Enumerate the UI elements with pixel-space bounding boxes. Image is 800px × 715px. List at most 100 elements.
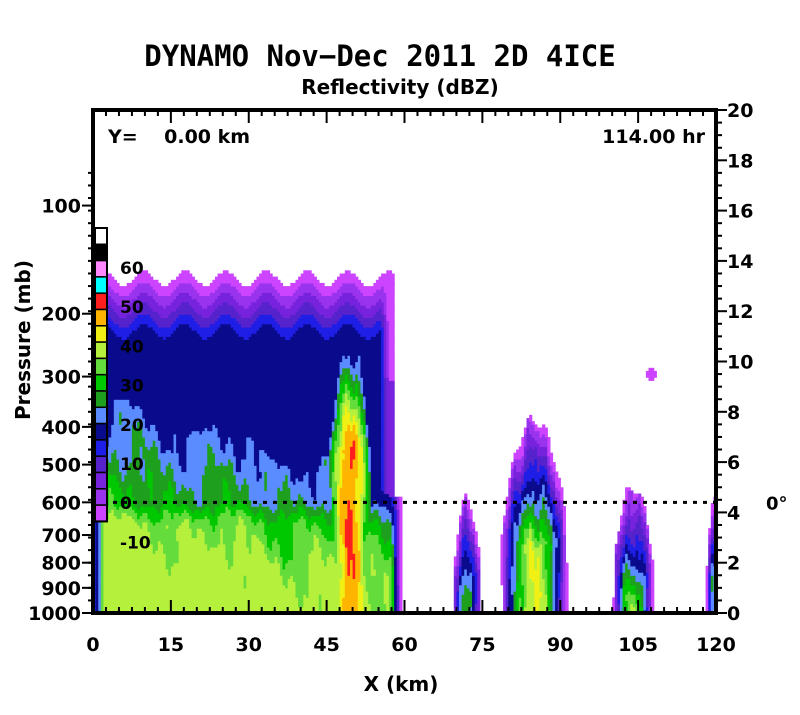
- reflectivity-cell: [176, 449, 188, 454]
- reflectivity-cell: [386, 414, 395, 419]
- reflectivity-cell: [176, 528, 193, 532]
- reflectivity-cell: [316, 490, 333, 495]
- reflectivity-cell: [342, 534, 346, 539]
- reflectivity-cell: [503, 603, 507, 608]
- reflectivity-cell: [396, 581, 400, 586]
- pressure-tick-label: 500: [41, 455, 81, 477]
- reflectivity-cell: [342, 358, 351, 363]
- reflectivity-cell: [370, 565, 374, 570]
- reflectivity-cell: [126, 493, 133, 498]
- reflectivity-cell: [542, 559, 546, 564]
- reflectivity-cell: [370, 556, 374, 561]
- reflectivity-cell: [233, 540, 247, 545]
- reflectivity-cell: [98, 553, 102, 557]
- reflectivity-cell: [516, 559, 520, 564]
- reflectivity-cell: [453, 600, 457, 605]
- reflectivity-cell: [282, 559, 289, 564]
- reflectivity-cell: [360, 443, 364, 447]
- reflectivity-cell: [383, 377, 387, 381]
- reflectivity-cell: [638, 493, 642, 498]
- reflectivity-cell: [708, 540, 712, 545]
- reflectivity-cell: [95, 553, 99, 557]
- reflectivity-cell: [381, 352, 385, 356]
- reflectivity-cell: [308, 581, 341, 586]
- reflectivity-cell: [248, 336, 286, 340]
- reflectivity-cell: [363, 383, 382, 388]
- reflectivity-cell: [383, 352, 387, 356]
- reflectivity-cell: [373, 323, 382, 328]
- reflectivity-cell: [381, 405, 385, 410]
- reflectivity-cell: [279, 292, 294, 296]
- reflectivity-cell: [645, 575, 650, 579]
- reflectivity-cell: [394, 528, 398, 532]
- reflectivity-cell: [394, 600, 398, 605]
- reflectivity-cell: [344, 587, 359, 592]
- reflectivity-cell: [622, 540, 626, 545]
- reflectivity-cell: [370, 572, 377, 576]
- reflectivity-cell: [176, 276, 195, 281]
- reflectivity-cell: [370, 304, 385, 309]
- reflectivity-cell: [98, 556, 102, 561]
- reflectivity-cell: [134, 499, 164, 504]
- reflectivity-cell: [186, 465, 206, 469]
- reflectivity-cell: [456, 540, 460, 545]
- reflectivity-cell: [523, 594, 528, 598]
- reflectivity-cell: [503, 606, 507, 611]
- reflectivity-cell: [503, 587, 507, 592]
- reflectivity-cell: [513, 556, 517, 561]
- reflectivity-cell: [396, 565, 400, 570]
- reflectivity-cell: [386, 487, 395, 491]
- reflectivity-cell: [243, 304, 250, 309]
- reflectivity-cell: [334, 437, 338, 441]
- reflectivity-cell: [292, 534, 315, 539]
- reflectivity-cell: [547, 572, 551, 576]
- reflectivity-cell: [202, 493, 224, 498]
- reflectivity-cell: [108, 499, 115, 504]
- reflectivity-cell: [246, 528, 265, 532]
- reflectivity-cell: [645, 591, 650, 595]
- reflectivity-cell: [513, 512, 520, 517]
- reflectivity-cell: [100, 581, 104, 586]
- reflectivity-cell: [386, 364, 390, 369]
- reflectivity-cell: [549, 559, 554, 564]
- reflectivity-cell: [394, 559, 398, 564]
- reflectivity-cell: [246, 452, 255, 457]
- reflectivity-cell: [337, 405, 341, 410]
- reflectivity-cell: [131, 515, 138, 520]
- reflectivity-cell: [360, 424, 364, 429]
- reflectivity-cell: [477, 565, 481, 570]
- reflectivity-cell: [560, 584, 564, 589]
- reflectivity-cell: [360, 361, 382, 366]
- reflectivity-cell: [453, 572, 457, 576]
- reflectivity-cell: [235, 481, 245, 485]
- reflectivity-cell: [363, 603, 372, 608]
- reflectivity-cell: [277, 462, 322, 466]
- reflectivity-cell: [508, 581, 512, 586]
- reflectivity-cell: [339, 503, 348, 507]
- reflectivity-cell: [331, 503, 335, 507]
- reflectivity-cell: [126, 490, 133, 495]
- legend-swatch: [94, 439, 108, 457]
- reflectivity-cell: [189, 512, 213, 517]
- reflectivity-cell: [360, 556, 364, 561]
- reflectivity-cell: [342, 355, 346, 359]
- reflectivity-cell: [381, 386, 385, 391]
- reflectivity-cell: [329, 484, 333, 488]
- reflectivity-cell: [386, 330, 390, 334]
- reflectivity-cell: [334, 279, 361, 284]
- reflectivity-cell: [516, 603, 520, 608]
- reflectivity-cell: [508, 603, 515, 608]
- reflectivity-cell: [456, 600, 460, 605]
- reflectivity-cell: [365, 503, 369, 507]
- reflectivity-cell: [220, 443, 226, 447]
- reflectivity-cell: [521, 512, 530, 517]
- reflectivity-cell: [620, 547, 624, 551]
- reflectivity-cell: [635, 565, 647, 570]
- reflectivity-cell: [466, 534, 470, 539]
- reflectivity-cell: [638, 515, 642, 520]
- reflectivity-cell: [196, 330, 216, 334]
- reflectivity-cell: [505, 550, 509, 554]
- reflectivity-cell: [508, 553, 512, 557]
- reflectivity-cell: [259, 537, 268, 542]
- reflectivity-cell: [557, 496, 561, 501]
